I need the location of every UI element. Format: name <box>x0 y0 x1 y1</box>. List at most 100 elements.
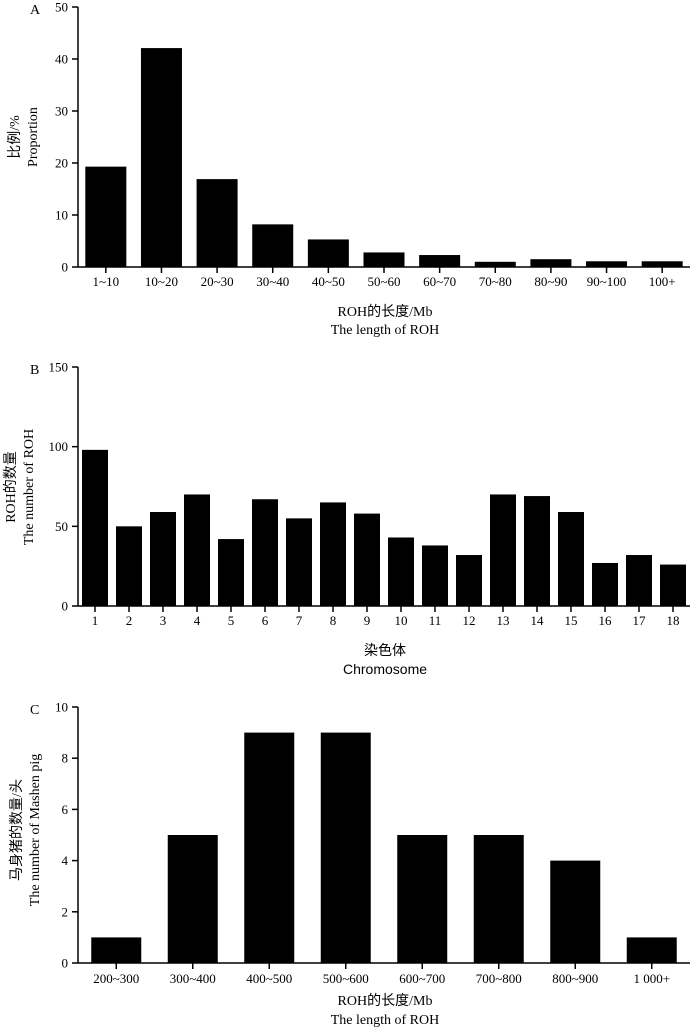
y-tick-label: 0 <box>62 599 69 614</box>
x-tick-label: 500~600 <box>323 971 369 986</box>
x-tick-label: 7 <box>296 613 303 628</box>
y-tick-label: 50 <box>55 0 68 15</box>
y-axis-title-cn: ROH的数量 <box>3 451 19 523</box>
bar-16 <box>592 562 618 606</box>
bar-1~10 <box>85 166 127 267</box>
x-tick-label: 70~80 <box>479 274 512 289</box>
bar-2 <box>116 526 142 606</box>
bar-3 <box>150 511 176 606</box>
y-axis-title-cn: 马身猪的数量/头 <box>9 779 25 881</box>
x-tick-label: 1~10 <box>93 274 120 289</box>
x-axis-title-en: The length of ROH <box>331 1013 439 1028</box>
x-tick-label: 13 <box>497 613 510 628</box>
x-tick-label: 9 <box>364 613 371 628</box>
x-tick-label: 12 <box>463 613 476 628</box>
chart-panel-c: C 0 2 4 6 8 10 200~300 300~400 400~500 500~600 600~… <box>9 700 690 1028</box>
x-tick-label: 18 <box>667 613 680 628</box>
bar-8 <box>320 502 346 606</box>
y-tick-label: 0 <box>62 956 69 971</box>
panel-label-c: C <box>30 703 39 718</box>
x-tick-label: 6 <box>262 613 269 628</box>
x-tick-label: 80~90 <box>534 274 567 289</box>
bar-1 000+ <box>626 937 677 963</box>
x-tick-label: 30~40 <box>256 274 289 289</box>
x-tick-label: 90~100 <box>587 274 627 289</box>
x-tick-label: 10~20 <box>145 274 178 289</box>
x-tick-label: 4 <box>194 613 201 628</box>
bar-11 <box>422 545 448 606</box>
bar-15 <box>558 511 584 606</box>
x-axis-title-en: Chromosome <box>343 661 427 677</box>
y-tick-label: 30 <box>55 104 68 119</box>
bar-60~70 <box>419 255 461 267</box>
bar-4 <box>184 494 210 606</box>
x-axis-title-cn: ROH的长度/Mb <box>338 993 433 1009</box>
bar-200~300 <box>91 937 142 963</box>
y-axis-title-en: The number of ROH <box>22 429 37 545</box>
x-tick-label: 200~300 <box>93 971 139 986</box>
x-tick-label: 40~50 <box>312 274 345 289</box>
x-tick-label: 1 000+ <box>633 971 670 986</box>
bar-100+ <box>641 261 683 267</box>
x-tick-label: 8 <box>330 613 337 628</box>
x-axis-title-en: The length of ROH <box>331 323 439 338</box>
x-tick-label: 400~500 <box>246 971 292 986</box>
bar-400~500 <box>244 732 295 963</box>
y-tick-label: 150 <box>49 360 69 375</box>
y-tick-label: 2 <box>62 904 69 919</box>
bar-5 <box>218 539 244 606</box>
y-tick-label: 6 <box>62 802 69 817</box>
y-tick-label: 0 <box>62 260 69 275</box>
bar-9 <box>354 513 380 606</box>
bar-50~60 <box>363 252 405 267</box>
y-axis-title-en: Proportion <box>26 107 41 167</box>
x-tick-label: 800~900 <box>552 971 598 986</box>
bar-20~30 <box>196 179 238 267</box>
x-tick-label: 700~800 <box>476 971 522 986</box>
bar-40~50 <box>307 239 349 267</box>
x-tick-label: 16 <box>599 613 613 628</box>
bar-70~80 <box>474 261 516 267</box>
y-axis-title-en: The number of Mashen pig <box>28 754 43 906</box>
x-tick-label: 100+ <box>649 274 676 289</box>
y-tick-label: 50 <box>55 519 68 534</box>
x-tick-label: 20~30 <box>201 274 234 289</box>
bar-18 <box>660 564 686 606</box>
bar-1 <box>82 449 108 606</box>
bar-12 <box>456 555 482 606</box>
bar-6 <box>252 499 278 606</box>
bar-17 <box>626 555 652 606</box>
y-tick-label: 20 <box>55 156 68 171</box>
x-tick-label: 14 <box>531 613 545 628</box>
chart-panel-a: A 0 10 20 30 40 50 1~10 10~20 20~30 30~40 40~50 50~6… <box>7 0 690 338</box>
x-tick-label: 5 <box>228 613 235 628</box>
bar-10 <box>388 537 414 606</box>
x-tick-label: 300~400 <box>170 971 216 986</box>
bar-13 <box>490 494 516 606</box>
x-tick-label: 3 <box>160 613 167 628</box>
bar-300~400 <box>167 835 218 963</box>
bar-80~90 <box>530 259 572 267</box>
x-tick-label: 15 <box>565 613 578 628</box>
x-axis-title-cn: 染色体 <box>364 642 406 659</box>
y-tick-label: 10 <box>55 700 68 715</box>
y-tick-label: 40 <box>55 52 68 67</box>
bar-14 <box>524 496 550 606</box>
bar-10~20 <box>140 48 182 267</box>
x-tick-label: 60~70 <box>423 274 456 289</box>
bar-700~800 <box>473 835 524 963</box>
y-axis-title-cn: 比例/% <box>7 115 23 159</box>
bar-30~40 <box>252 224 294 267</box>
panel-label-a: A <box>30 3 41 18</box>
y-tick-label: 10 <box>55 208 68 223</box>
panel-label-b: B <box>30 363 39 378</box>
bar-7 <box>286 518 312 606</box>
y-tick-label: 4 <box>62 853 69 868</box>
bar-500~600 <box>320 732 371 963</box>
x-tick-label: 10 <box>395 613 408 628</box>
x-tick-label: 50~60 <box>367 274 400 289</box>
y-tick-label: 100 <box>49 439 69 454</box>
bar-90~100 <box>586 261 628 267</box>
